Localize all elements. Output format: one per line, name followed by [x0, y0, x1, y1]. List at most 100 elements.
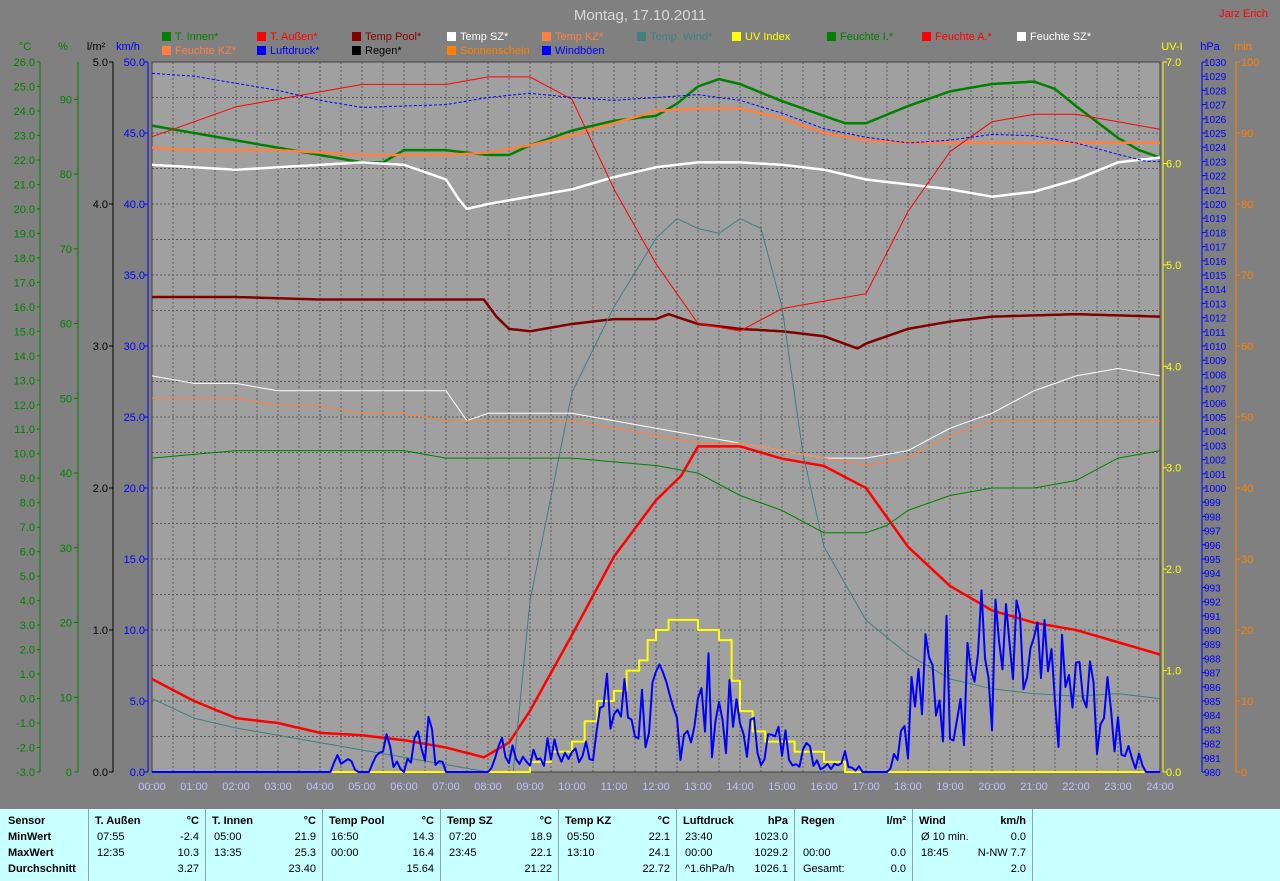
legend-item: Temp. Wind* [637, 31, 712, 43]
pressure-tick-label: 1021 [1204, 186, 1227, 197]
temp-tick-label: 16.0 [14, 302, 35, 314]
legend-swatch [732, 32, 741, 41]
legend-label: Regen* [365, 45, 402, 57]
humidity-tick-label: 10 [60, 692, 72, 704]
pressure-tick-label: 986 [1204, 683, 1221, 694]
temp-tick-label: 3.0 [20, 620, 35, 632]
pressure-tick-label: 1012 [1204, 314, 1227, 325]
pressure-tick-label: 1005 [1204, 413, 1227, 424]
x-tick-label: 21:00 [1020, 781, 1048, 793]
legend-item: Luftdruck* [257, 45, 320, 57]
stats-time: 00:00 [685, 847, 713, 859]
legend-label: T. Innen* [175, 31, 219, 43]
temp-axis-unit: °C [19, 41, 31, 53]
pressure-tick-label: 1003 [1204, 441, 1227, 452]
sun-tick-label: 10 [1241, 696, 1253, 708]
legend-swatch [637, 32, 646, 41]
legend-label: Windböen [555, 45, 605, 57]
x-tick-label: 15:00 [768, 781, 796, 793]
chart-title: Montag, 17.10.2011 [573, 7, 707, 24]
stats-value: 1029.2 [754, 847, 788, 859]
x-tick-label: 11:00 [601, 781, 628, 793]
pressure-tick-label: 1008 [1204, 370, 1227, 381]
x-tick-label: 04:00 [306, 781, 334, 793]
stats-block: T. Außen °C 07:55 -2.4 12:35 10.3 3.27 [88, 809, 206, 881]
pressure-tick-label: 991 [1204, 612, 1221, 623]
pressure-tick-label: 1015 [1204, 271, 1227, 282]
stats-unit: °C [303, 815, 316, 827]
temp-tick-label: 17.0 [14, 277, 35, 289]
temp-tick-label: 0.0 [20, 694, 35, 706]
x-tick-label: 00:00 [138, 781, 166, 793]
legend-swatch [352, 32, 361, 41]
sun-tick-label: 60 [1241, 341, 1253, 353]
legend-item: Feuchte SZ* [1017, 31, 1091, 43]
pressure-tick-label: 993 [1204, 583, 1221, 594]
pressure-tick-label: 1024 [1204, 143, 1227, 154]
legend-label: UV Index [745, 31, 791, 43]
series-temp-pool [152, 295, 1161, 350]
x-tick-label: 20:00 [978, 781, 1006, 793]
humidity-tick-label: 20 [60, 618, 72, 630]
legend-label: T. Außen* [270, 31, 318, 43]
stats-block: Temp Pool °C 16:50 14.3 00:00 16.4 15.64 [322, 809, 441, 881]
legend-label: Feuchte KZ* [175, 45, 237, 57]
pressure-tick-label: 983 [1204, 725, 1221, 736]
stats-block: T. Innen °C 05:00 21.9 13:35 25.3 23.40 [205, 809, 323, 881]
uv-tick-label: 0.0 [1166, 767, 1181, 779]
legend-label: Feuchte I.* [840, 31, 894, 43]
stats-value: 23.40 [288, 863, 316, 875]
stats-value: 21.9 [294, 831, 316, 843]
uv-axis-unit: UV-I [1161, 41, 1182, 53]
stats-unit: km/h [1000, 815, 1026, 827]
temp-tick-label: 9.0 [20, 473, 35, 485]
pressure-tick-label: 998 [1204, 512, 1221, 523]
stats-avg-label: Durchschnitt [8, 863, 76, 875]
legend-swatch [352, 46, 361, 55]
series-feuchte-sz [151, 367, 1161, 459]
pressure-axis-unit: hPa [1200, 41, 1220, 53]
rain-tick-label: 2.0 [93, 483, 108, 495]
temp-tick-label: 23.0 [14, 130, 35, 142]
stats-value: 18.9 [530, 831, 552, 843]
humidity-axis-unit: % [58, 41, 68, 53]
stats-sensor-label: Sensor [8, 815, 46, 827]
x-tick-label: 19:00 [936, 781, 964, 793]
legend-item: T. Außen* [257, 31, 318, 43]
legend-label: Feuchte A.* [935, 31, 992, 43]
x-tick-label: 23:00 [1104, 781, 1132, 793]
stats-time: 05:00 [214, 831, 242, 843]
stats-value: 2.0 [1010, 863, 1026, 875]
sun-tick-label: 40 [1241, 483, 1253, 495]
pressure-tick-label: 981 [1204, 754, 1221, 765]
pressure-tick-label: 994 [1204, 569, 1221, 580]
wind-axis-unit: km/h [116, 41, 140, 53]
pressure-tick-label: 1026 [1204, 115, 1227, 126]
pressure-tick-label: 1002 [1204, 456, 1227, 467]
temp-tick-label: 19.0 [14, 228, 35, 240]
legend-swatch [542, 46, 551, 55]
temp-tick-label: 7.0 [20, 522, 35, 534]
rain-tick-label: 1.0 [93, 625, 108, 637]
plot-frame [151, 61, 1161, 773]
stats-time: 12:35 [97, 847, 125, 859]
pressure-tick-label: 1022 [1204, 172, 1227, 183]
legend-label: Feuchte SZ* [1030, 31, 1092, 43]
stats-sensor-name: Temp SZ [447, 815, 493, 827]
stats-time: 07:55 [97, 831, 125, 843]
series-t-innen [151, 77, 1161, 164]
pressure-tick-label: 989 [1204, 640, 1221, 651]
pressure-tick-label: 1020 [1204, 200, 1227, 211]
stats-value: 24.1 [648, 847, 670, 859]
legend-swatch [922, 32, 931, 41]
stats-time: 23:40 [685, 831, 713, 843]
sun-tick-label: 100 [1241, 57, 1259, 69]
x-tick-label: 01:00 [180, 781, 208, 793]
pressure-tick-label: 1007 [1204, 385, 1227, 396]
stats-sensor-name: Temp Pool [329, 815, 385, 827]
temp-tick-label: -2.0 [16, 743, 35, 755]
stats-sensor-name: Temp KZ [565, 815, 612, 827]
stats-time: Gesamt: [803, 863, 845, 875]
wind-tick-label: 10.0 [124, 625, 145, 637]
pressure-tick-label: 1000 [1204, 484, 1227, 495]
